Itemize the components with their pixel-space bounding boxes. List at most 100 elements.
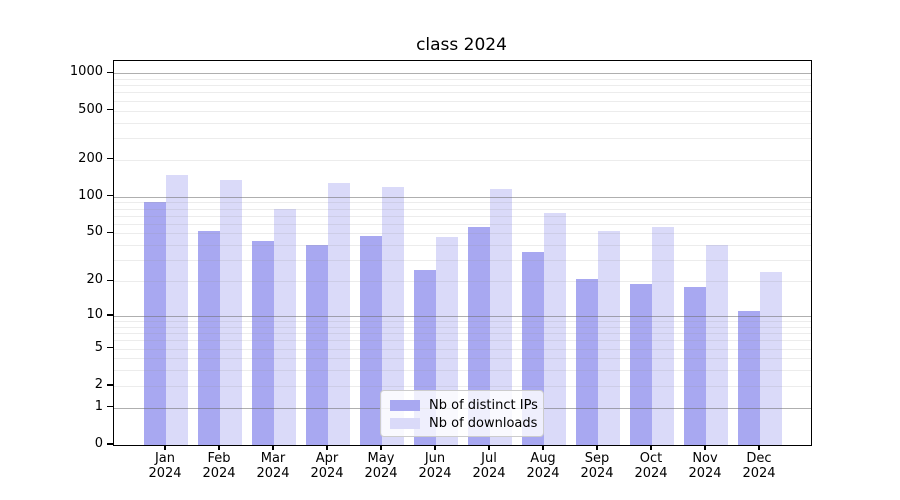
x-tick-label-may: May 2024 (364, 451, 398, 481)
x-tick-label-aug: Aug 2024 (526, 451, 560, 481)
gridline-minor (114, 110, 811, 112)
bar-nb-of-downloads-dec (760, 271, 782, 445)
x-tick-mark (380, 445, 382, 451)
gridline-minor (114, 326, 811, 328)
bar-nb-of-distinct-ips-jan (144, 202, 166, 445)
gridline-minor (114, 281, 811, 283)
bar-nb-of-distinct-ips-feb (198, 231, 220, 445)
gridline-minor (114, 202, 811, 204)
bar-nb-of-downloads-feb (220, 179, 242, 445)
gridline-minor (114, 333, 811, 335)
y-tick-mark (107, 71, 113, 73)
y-tick-label: 1000 (69, 64, 103, 80)
x-tick-mark (704, 445, 706, 451)
bar-nb-of-downloads-jul (490, 189, 512, 445)
x-tick-label-dec: Dec 2024 (742, 451, 776, 481)
y-tick-mark (107, 314, 113, 316)
y-tick-mark (107, 108, 113, 111)
y-tick-label: 100 (78, 187, 103, 203)
y-tick-mark (107, 406, 113, 408)
y-tick-mark (107, 384, 113, 386)
y-tick-mark (107, 195, 113, 197)
gridline-minor (114, 233, 811, 235)
y-tick-mark (107, 346, 113, 349)
x-tick-label-mar: Mar 2024 (256, 451, 290, 481)
x-tick-mark (650, 445, 652, 451)
bar-nb-of-downloads-nov (706, 245, 728, 445)
gridline-minor (114, 385, 811, 387)
gridline-minor (114, 370, 811, 372)
gridline-minor (114, 92, 811, 94)
y-tick-label: 200 (78, 150, 103, 166)
bar-nb-of-distinct-ips-mar (252, 241, 274, 445)
x-tick-label-jan: Jan 2024 (148, 451, 182, 481)
bar-nb-of-distinct-ips-nov (684, 286, 706, 445)
gridline-minor (114, 208, 811, 210)
x-tick-label-jun: Jun 2024 (418, 451, 452, 481)
legend-swatch-downloads (390, 417, 420, 429)
bar-nb-of-distinct-ips-sep (576, 278, 598, 445)
y-tick-label: 2 (94, 376, 103, 392)
bar-nb-of-distinct-ips-apr (306, 245, 328, 445)
x-tick-mark (434, 445, 436, 451)
x-tick-label-apr: Apr 2024 (310, 451, 344, 481)
gridline-minor (114, 215, 811, 217)
gridline-minor (114, 223, 811, 225)
x-tick-mark (488, 445, 490, 451)
bar-nb-of-downloads-apr (328, 182, 350, 445)
gridline-minor (114, 245, 811, 247)
legend-item-distinct-ips: Nb of distinct IPs (390, 397, 538, 413)
y-tick-mark (107, 279, 113, 281)
y-tick-label: 50 (86, 224, 103, 240)
y-tick-mark (107, 157, 113, 160)
gridline-major (114, 316, 811, 317)
y-tick-mark (107, 443, 113, 445)
x-tick-label-jul: Jul 2024 (472, 451, 506, 481)
bar-nb-of-distinct-ips-dec (738, 311, 760, 445)
gridline-minor (114, 85, 811, 87)
legend-item-downloads: Nb of downloads (390, 415, 538, 431)
bar-nb-of-distinct-ips-may (360, 235, 382, 445)
gridline-minor (114, 78, 811, 80)
x-tick-mark (596, 445, 598, 451)
gridline-major (114, 196, 811, 198)
y-tick-label: 500 (78, 101, 103, 117)
y-tick-label: 10 (86, 307, 103, 322)
plot-area (113, 60, 812, 446)
gridline-minor (114, 348, 811, 350)
bar-nb-of-distinct-ips-oct (630, 283, 652, 445)
x-tick-label-feb: Feb 2024 (202, 451, 236, 481)
gridline-minor (114, 137, 811, 139)
legend-label-downloads: Nb of downloads (429, 415, 538, 431)
gridline-minor (114, 321, 811, 323)
y-tick-label: 20 (86, 272, 103, 288)
gridline-minor (114, 260, 811, 262)
x-tick-label-oct: Oct 2024 (634, 451, 668, 481)
y-tick-label: 0 (94, 436, 103, 451)
gridline-minor (114, 159, 811, 161)
bar-nb-of-downloads-jan (166, 175, 188, 445)
x-tick-mark (326, 445, 328, 451)
x-tick-mark (758, 445, 760, 451)
x-tick-mark (218, 445, 220, 451)
y-tick-label: 5 (94, 339, 103, 355)
x-tick-mark (164, 445, 166, 451)
legend-swatch-distinct-ips (390, 399, 420, 411)
chart-title: class 2024 (416, 35, 507, 55)
gridline-minor (114, 358, 811, 360)
gridline-minor (114, 100, 811, 102)
bar-nb-of-downloads-may (382, 186, 404, 445)
gridline-minor (114, 340, 811, 342)
gridline-minor (114, 122, 811, 124)
bar-nb-of-downloads-mar (274, 208, 296, 445)
x-tick-mark (542, 445, 544, 451)
x-tick-label-nov: Nov 2024 (688, 451, 722, 481)
legend-label-distinct-ips: Nb of distinct IPs (429, 397, 538, 413)
x-tick-mark (272, 445, 274, 451)
x-tick-label-sep: Sep 2024 (580, 451, 614, 481)
legend: Nb of distinct IPs Nb of downloads (380, 390, 544, 437)
bar-nb-of-downloads-sep (598, 231, 620, 445)
y-tick-mark (107, 231, 113, 234)
bar-nb-of-downloads-oct (652, 226, 674, 445)
